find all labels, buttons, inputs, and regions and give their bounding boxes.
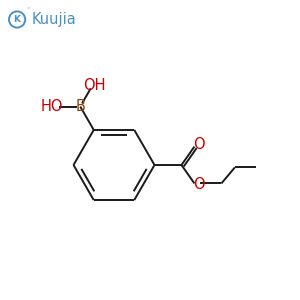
Text: B: B — [75, 99, 85, 114]
Text: °: ° — [26, 8, 29, 13]
Text: K: K — [14, 15, 21, 24]
Text: O: O — [194, 177, 205, 192]
Text: O: O — [193, 137, 204, 152]
Text: HO: HO — [41, 99, 64, 114]
Text: Kuujia: Kuujia — [31, 12, 76, 27]
Text: OH: OH — [83, 78, 106, 93]
